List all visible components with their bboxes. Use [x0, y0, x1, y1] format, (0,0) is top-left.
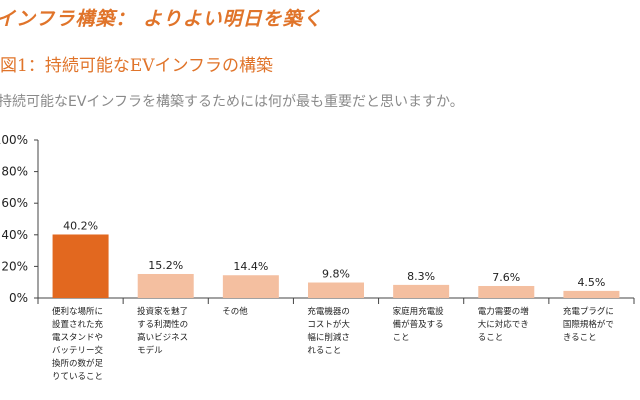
data-label: 14.4% [233, 260, 268, 273]
data-label: 40.2% [63, 219, 98, 232]
y-tick-label: 80% [1, 165, 28, 179]
bar [137, 273, 194, 298]
category-label: その他 [222, 307, 248, 317]
category-label: 家庭用充電設 備が普及する こと [392, 307, 444, 343]
data-label: 9.8% [322, 268, 350, 281]
data-label: 7.6% [492, 271, 520, 284]
figure-title: 図1：持続可能なEVインフラの構築 [0, 56, 273, 76]
y-tick-label: 60% [1, 196, 28, 210]
bar [308, 282, 364, 298]
category-label: 充電プラグに 国際規格がで きること [562, 307, 614, 343]
survey-question: 持続可能なEVインフラを構築するためには何が最も重要だと思いますか。 [0, 94, 464, 110]
y-tick-label: 20% [1, 259, 28, 273]
category-label: 便利な場所に 設置された充 電スタンドや バッテリー交 換所の数が足 りているこ… [52, 307, 104, 382]
y-tick-label: 100% [0, 133, 28, 147]
bar [222, 275, 279, 298]
bar [52, 234, 109, 298]
bar [563, 290, 620, 298]
category-label: 充電機器の コストが大 幅に削減さ れること [307, 307, 350, 356]
page-heading: インフラ構築： よりよい明日を築く [0, 8, 323, 30]
bar [393, 284, 450, 298]
data-label: 15.2% [148, 259, 183, 272]
data-label: 8.3% [407, 270, 435, 283]
category-label: 電力需要の増 大に対応でき ること [477, 307, 529, 343]
y-tick-label: 0% [9, 291, 28, 305]
data-label: 4.5% [577, 276, 605, 289]
category-label: 投資家を魅了 する利潤性の 高いビジネス モデル [137, 307, 189, 356]
y-tick-label: 40% [1, 228, 28, 242]
bar [478, 285, 535, 298]
